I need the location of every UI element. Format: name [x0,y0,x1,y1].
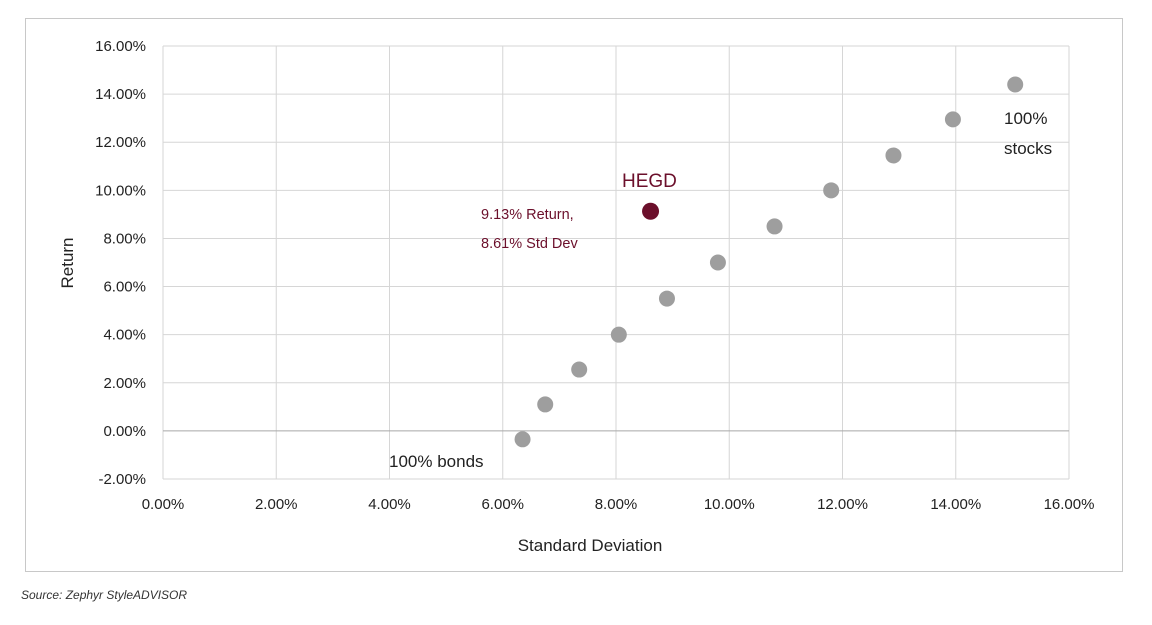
portfolio-point [571,361,588,378]
x-axis-title: Standard Deviation [518,536,663,555]
y-tick-label: 2.00% [103,375,146,392]
portfolio-point [1007,76,1024,93]
y-tick-label: 12.00% [95,134,146,151]
y-tick-label: -2.00% [98,471,146,488]
x-tick-label: 16.00% [1044,496,1095,513]
stocks-annotation-line2: stocks [1004,139,1052,158]
x-tick-label: 6.00% [481,496,524,513]
grid-lines [162,45,1070,480]
hegd-label: HEGD [622,171,677,192]
portfolio-point [709,254,726,271]
portfolio-point [537,396,554,413]
x-tick-label: 2.00% [255,496,298,513]
hegd-point [642,202,660,220]
x-tick-label: 4.00% [368,496,411,513]
x-tick-label: 8.00% [595,496,638,513]
portfolio-point [514,431,531,448]
y-tick-labels: -2.00% 0.00% 2.00% 4.00% 6.00% 8.00% 10.00% 12.… [95,38,146,488]
source-note: Source: Zephyr StyleADVISOR [21,588,188,602]
y-axis-title: Return [58,237,77,288]
stocks-annotation-line1: 100% [1004,109,1047,128]
y-tick-label: 16.00% [95,38,146,55]
chart-frame: 0.00% 2.00% 4.00% 6.00% 8.00% 10.00% 12.00% 14.… [25,18,1123,572]
hegd-note-line2: 8.61% Std Dev [481,236,578,252]
portfolio-point [610,326,627,343]
hegd-note-line1: 9.13% Return, [481,207,574,223]
portfolio-point [658,290,675,307]
y-tick-label: 0.00% [103,423,146,440]
x-tick-label: 10.00% [704,496,755,513]
y-tick-label: 6.00% [103,279,146,296]
portfolio-point [823,182,840,199]
x-tick-label: 14.00% [930,496,981,513]
portfolio-point [766,218,783,235]
y-tick-label: 10.00% [95,182,146,199]
scatter-chart: 0.00% 2.00% 4.00% 6.00% 8.00% 10.00% 12.00% 14.… [58,38,1095,555]
y-tick-label: 4.00% [103,327,146,344]
x-tick-labels: 0.00% 2.00% 4.00% 6.00% 8.00% 10.00% 12.00% 14.… [142,496,1095,513]
portfolio-point [944,111,961,128]
x-tick-label: 12.00% [817,496,868,513]
y-tick-label: 14.00% [95,86,146,103]
x-tick-label: 0.00% [142,496,185,513]
data-points [514,76,1024,448]
bonds-annotation: 100% bonds [389,452,484,471]
y-tick-label: 8.00% [103,230,146,247]
portfolio-point [885,147,902,164]
